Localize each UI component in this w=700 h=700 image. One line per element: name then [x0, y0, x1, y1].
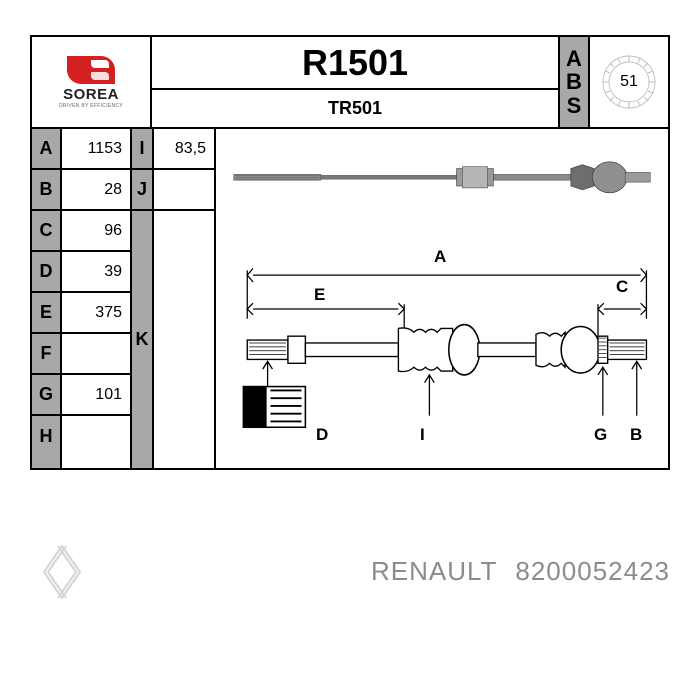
- dim-label-E: E: [314, 285, 325, 305]
- spec-label: G: [32, 375, 60, 416]
- abs-teeth-count: 51: [620, 73, 638, 91]
- abs-char: B: [566, 70, 582, 93]
- abs-gear: 51: [590, 37, 668, 127]
- spec-label: K: [132, 211, 152, 468]
- spec-value: 39: [62, 252, 130, 293]
- brand-icon: [67, 56, 115, 84]
- spec-label: J: [132, 170, 152, 211]
- drive-shaft-diagram: [224, 137, 660, 460]
- body-row: A B C D E F G H 1153 28 96 39 375 101 I …: [32, 129, 668, 468]
- spec-labels-right: I J K: [132, 129, 154, 468]
- spec-label: I: [132, 129, 152, 170]
- dim-label-D: D: [316, 425, 328, 445]
- abs-char: A: [566, 47, 582, 70]
- spec-label: B: [32, 170, 60, 211]
- footer-brand: RENAULT: [371, 556, 497, 587]
- footer: RENAULT 8200052423: [30, 540, 670, 604]
- spec-value: [154, 170, 214, 211]
- dim-label-B: B: [630, 425, 642, 445]
- spec-value: [154, 211, 214, 468]
- dim-label-A: A: [434, 247, 446, 267]
- title-cell: R1501 TR501: [152, 37, 560, 127]
- dim-label-I: I: [420, 425, 425, 445]
- spec-values-left: 1153 28 96 39 375 101: [62, 129, 132, 468]
- spec-labels-left: A B C D E F G H: [32, 129, 62, 468]
- spec-label: H: [32, 416, 60, 457]
- spec-values-right: 83,5: [154, 129, 216, 468]
- spec-value: 28: [62, 170, 130, 211]
- spec-value: 1153: [62, 129, 130, 170]
- spec-value: 96: [62, 211, 130, 252]
- header-row: SOREA DRIVEN BY EFFICIENCY R1501 TR501 A…: [32, 37, 668, 129]
- spec-label: A: [32, 129, 60, 170]
- spec-card: SOREA DRIVEN BY EFFICIENCY R1501 TR501 A…: [30, 35, 670, 470]
- renault-logo-icon: [30, 540, 94, 604]
- brand-logo: SOREA DRIVEN BY EFFICIENCY: [59, 56, 123, 109]
- spec-value: [62, 334, 130, 375]
- abs-label: A B S: [560, 37, 590, 127]
- abs-cell: A B S: [560, 37, 668, 127]
- dim-label-G: G: [594, 425, 607, 445]
- diagram-cell: A E C D I G B: [216, 129, 668, 468]
- dim-label-C: C: [616, 277, 628, 297]
- brand-cell: SOREA DRIVEN BY EFFICIENCY: [32, 37, 152, 127]
- spec-value: [62, 416, 130, 457]
- brand-name: SOREA: [63, 86, 119, 103]
- spec-label: C: [32, 211, 60, 252]
- footer-part-number: 8200052423: [515, 556, 670, 587]
- brand-tagline: DRIVEN BY EFFICIENCY: [59, 103, 123, 109]
- spec-label: E: [32, 293, 60, 334]
- spec-label: F: [32, 334, 60, 375]
- spec-value: 83,5: [154, 129, 214, 170]
- part-code-main: R1501: [152, 37, 558, 90]
- spec-value: 375: [62, 293, 130, 334]
- spec-value: 101: [62, 375, 130, 416]
- part-code-sub: TR501: [152, 90, 558, 127]
- spec-label: D: [32, 252, 60, 293]
- abs-char: S: [567, 94, 582, 117]
